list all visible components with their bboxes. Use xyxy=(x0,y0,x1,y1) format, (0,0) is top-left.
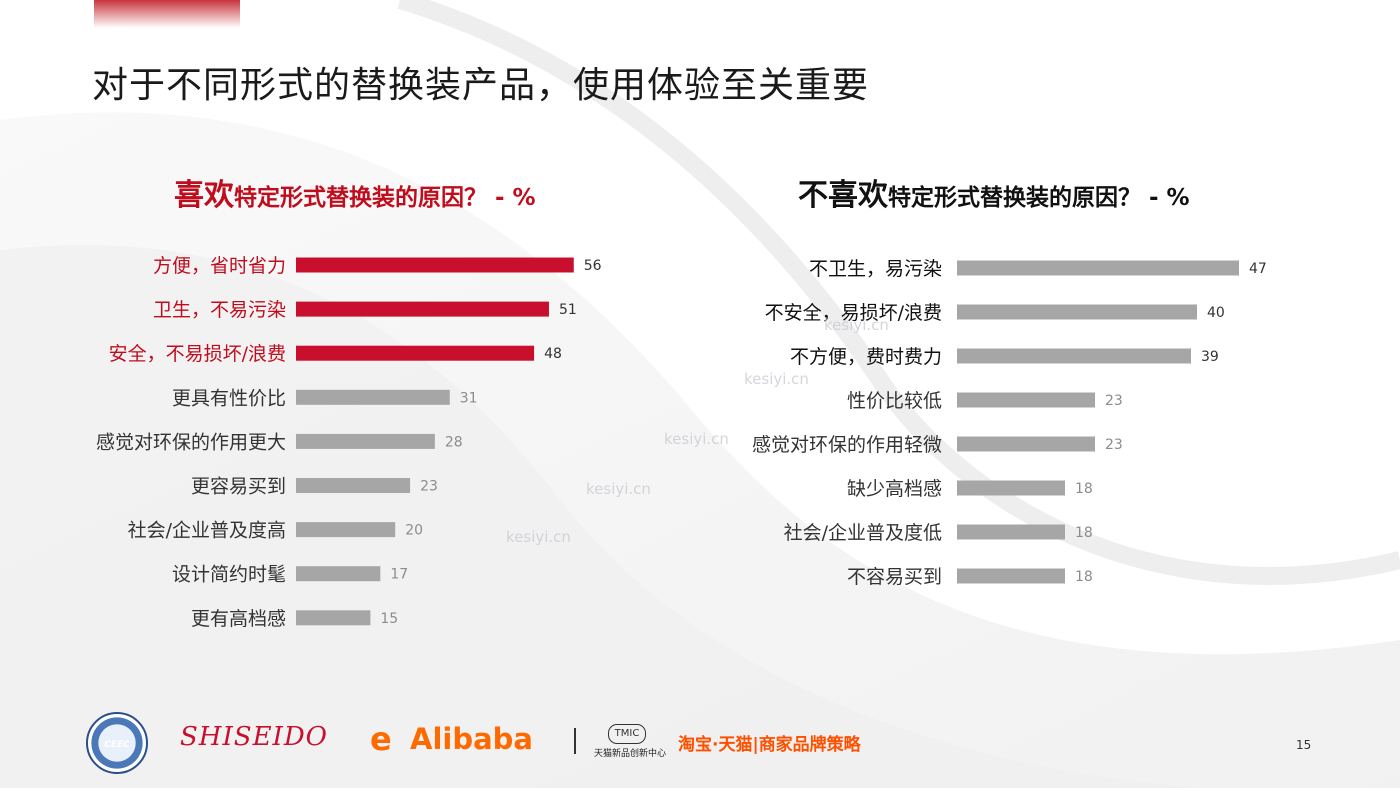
category-label: 社会/企业普及度高 xyxy=(128,520,286,542)
data-label: 15 xyxy=(380,611,398,627)
right-chart-title-rest: 特定形式替换装的原因？ - % xyxy=(888,185,1190,211)
category-label: 设计简约时髦 xyxy=(172,564,286,586)
data-label: 18 xyxy=(1075,525,1093,541)
alibaba-logo: Alibaba xyxy=(410,722,533,756)
category-label: 更具有性价比 xyxy=(172,387,286,409)
data-label: 18 xyxy=(1075,481,1093,497)
watermark-text: kesiyi.cn xyxy=(664,430,729,448)
bar xyxy=(957,524,1065,540)
data-label: 51 xyxy=(559,302,577,318)
data-label: 39 xyxy=(1201,349,1219,365)
top-accent-bar xyxy=(94,0,240,28)
category-label: 更有高档感 xyxy=(191,608,286,630)
category-label: 更容易买到 xyxy=(191,476,286,498)
category-label: 感觉对环保的作用更大 xyxy=(96,431,286,453)
watermark-text: kesiyi.cn xyxy=(824,316,889,334)
watermark-text: kesiyi.cn xyxy=(506,528,571,546)
taobao-tmall-text: 淘宝·天猫 xyxy=(678,735,753,755)
bar xyxy=(296,389,450,405)
shiseido-logo: SHISEIDO xyxy=(180,722,328,752)
bar xyxy=(957,568,1065,584)
data-label: 17 xyxy=(390,567,408,583)
bar xyxy=(957,260,1239,276)
category-label: 不卫生，易污染 xyxy=(809,258,942,280)
category-label: 感觉对环保的作用轻微 xyxy=(752,434,942,456)
data-label: 31 xyxy=(460,390,478,406)
bar xyxy=(296,478,411,493)
category-label: 不容易买到 xyxy=(847,566,942,588)
category-label: 方便，省时省力 xyxy=(153,255,286,277)
bar xyxy=(296,610,371,626)
bar xyxy=(957,480,1065,496)
bar xyxy=(296,257,574,273)
page-title: 对于不同形式的替换装产品，使用体验至关重要 xyxy=(92,65,870,106)
bar xyxy=(296,566,381,582)
data-label: 23 xyxy=(420,479,438,495)
category-label: 不安全，易损坏/浪费 xyxy=(765,302,942,324)
tmic-subtitle: 天猫新品创新中心 xyxy=(594,749,667,759)
bar xyxy=(296,433,435,449)
data-label: 40 xyxy=(1207,305,1225,321)
bar xyxy=(296,522,396,538)
dislike-reasons-chart: 不卫生，易污染 47 不安全，易损坏/浪费 40 不方便，费时费力 39 性价比较低 23 感觉… xyxy=(752,258,1267,588)
category-label: 安全，不易损坏/浪费 xyxy=(109,343,286,365)
data-label: 47 xyxy=(1249,261,1267,277)
footer-divider xyxy=(574,728,576,754)
right-chart-title: 不喜欢特定形式替换装的原因？ - % xyxy=(798,170,1190,214)
taobao-tmall-logo: 淘宝·天猫|商家品牌策略 xyxy=(678,730,861,755)
page-number: 15 xyxy=(1296,738,1312,752)
tmic-logo: TMIC xyxy=(608,724,646,744)
bar xyxy=(296,345,535,361)
data-label: 48 xyxy=(544,346,562,362)
alibaba-mark-icon: e xyxy=(370,720,392,758)
left-chart-title-rest: 特定形式替换装的原因？ - % xyxy=(234,185,536,211)
bar xyxy=(957,436,1095,452)
like-reasons-chart: 方便，省时省力 56 卫生，不易污染 51 安全，不易损坏/浪费 48 更具有性价比 31 感觉… xyxy=(96,255,602,630)
bar xyxy=(957,304,1197,320)
brand-strategy-text: 商家品牌策略 xyxy=(758,735,861,755)
category-label: 不方便，费时费力 xyxy=(790,346,942,368)
bar xyxy=(957,392,1095,408)
category-label: 社会/企业普及度低 xyxy=(784,522,942,544)
data-label: 23 xyxy=(1105,437,1123,453)
right-chart-title-emphasis: 不喜欢 xyxy=(798,178,888,213)
ceec-logo-text: CEEC xyxy=(104,740,130,750)
category-label: 卫生，不易污染 xyxy=(153,299,286,321)
ceec-logo: CEEC xyxy=(86,712,148,774)
category-label: 性价比较低 xyxy=(847,390,942,412)
data-label: 18 xyxy=(1075,569,1093,585)
taobao-separator: | xyxy=(752,735,759,755)
watermark-text: kesiyi.cn xyxy=(586,480,651,498)
bar xyxy=(957,348,1191,364)
bar xyxy=(296,301,549,317)
data-label: 20 xyxy=(405,523,423,539)
left-chart-title: 喜欢特定形式替换装的原因？ - % xyxy=(174,170,536,214)
data-label: 28 xyxy=(445,434,463,450)
watermark-text: kesiyi.cn xyxy=(744,370,809,388)
left-chart-title-emphasis: 喜欢 xyxy=(174,178,234,213)
data-label: 23 xyxy=(1105,393,1123,409)
category-label: 缺少高档感 xyxy=(847,478,942,500)
data-label: 56 xyxy=(584,258,602,274)
